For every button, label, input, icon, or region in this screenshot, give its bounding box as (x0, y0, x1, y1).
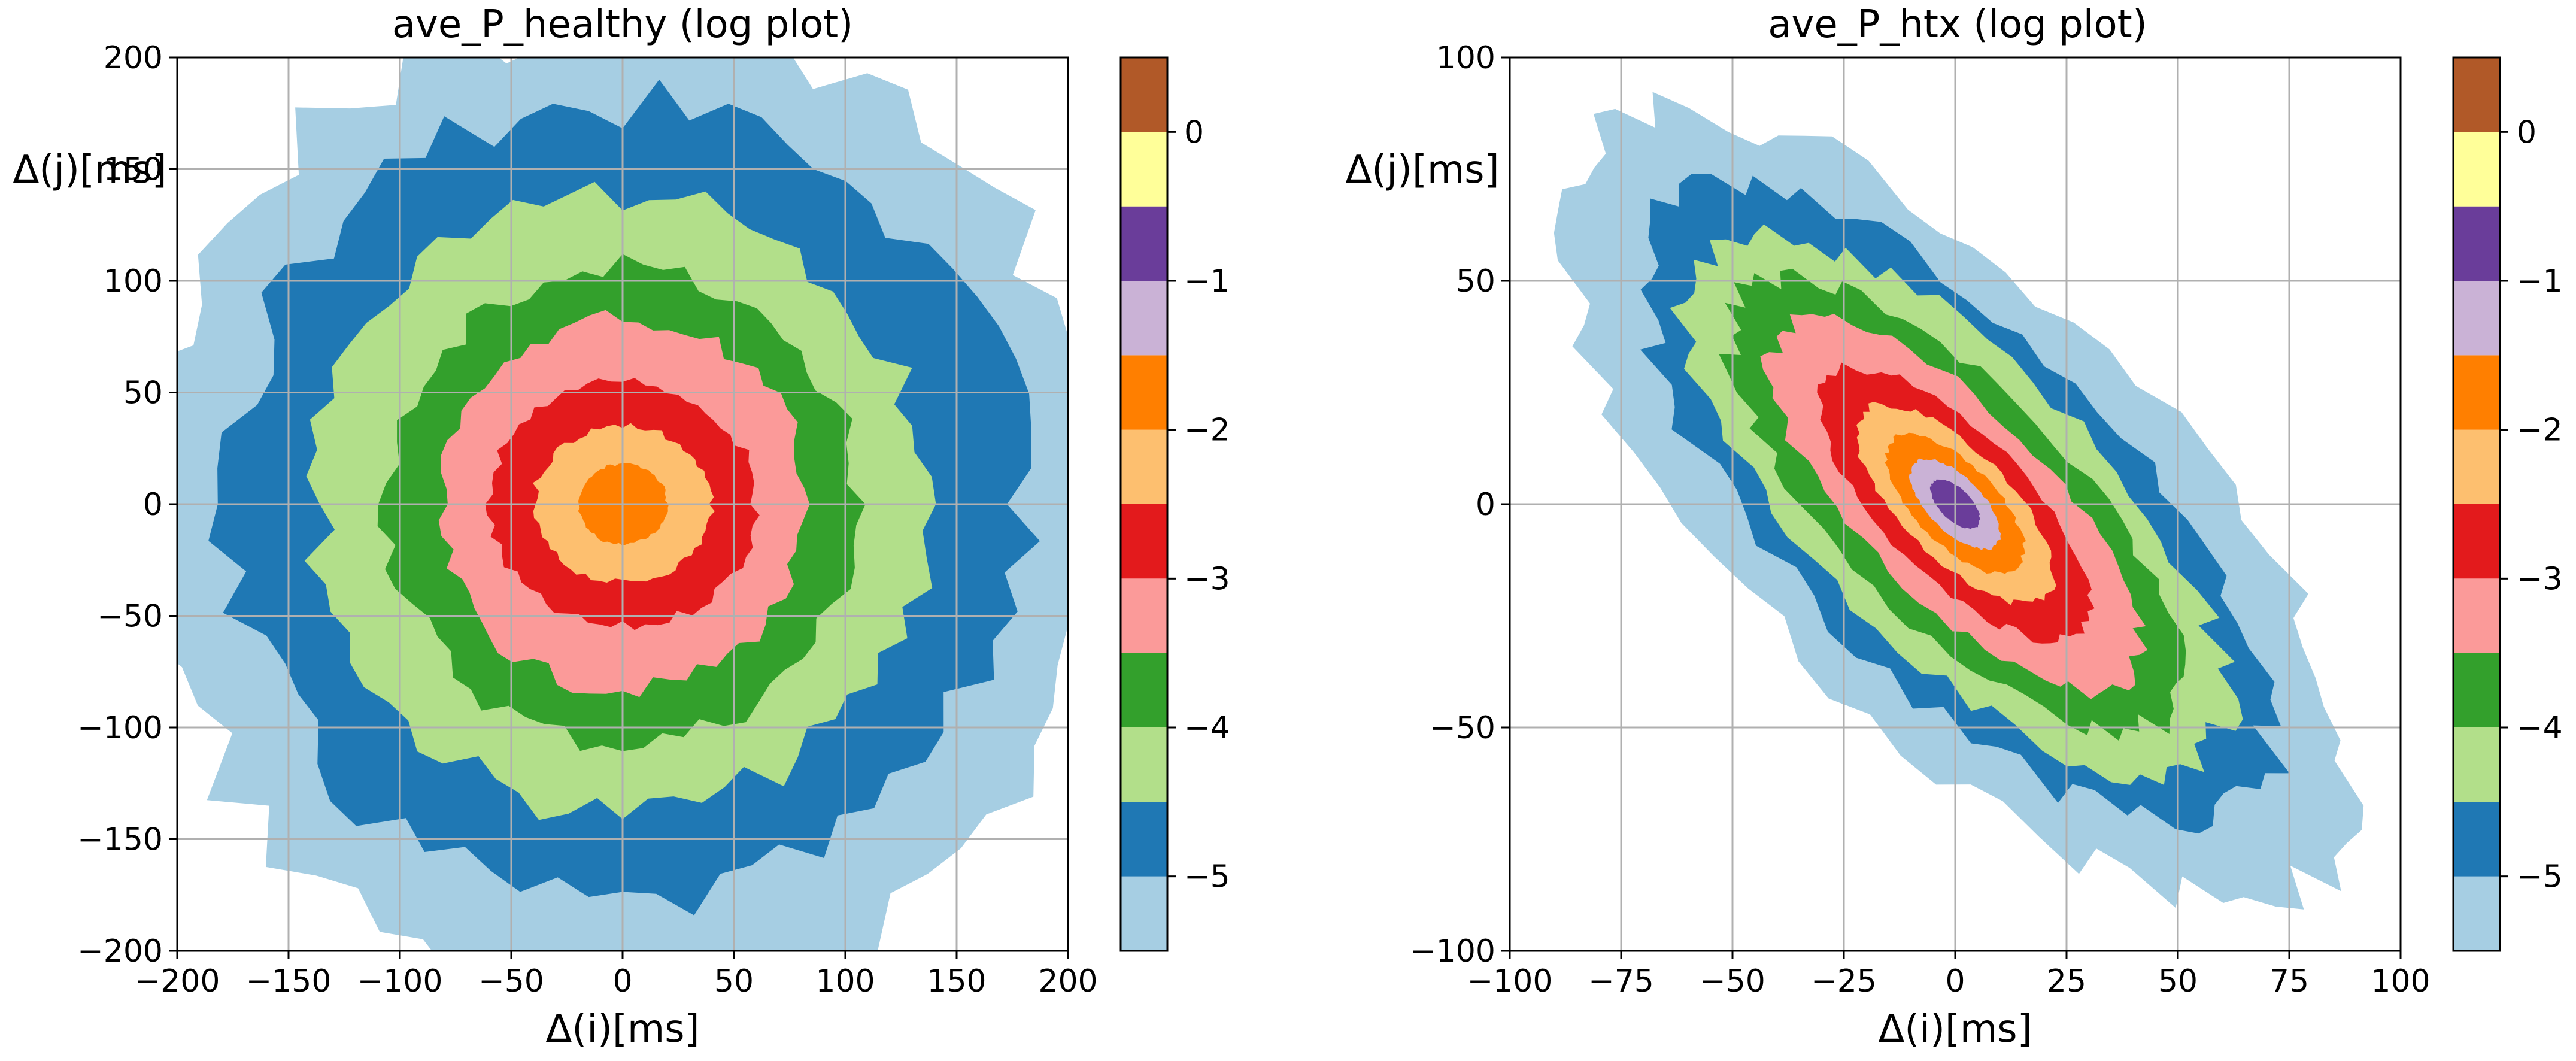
colorbar-segment (1121, 132, 1167, 207)
y-tick-label: −100 (77, 710, 163, 746)
colorbar-segment (1121, 429, 1167, 504)
colorbar-segment (1121, 802, 1167, 877)
x-tick-label: −50 (478, 963, 544, 999)
y-tick-label: −50 (1430, 710, 1495, 746)
x-tick-label: −75 (1588, 963, 1654, 999)
colorbar-frame (2452, 56, 2501, 952)
y-tick-label: 150 (104, 152, 163, 188)
colorbar-segment (1121, 727, 1167, 802)
colorbar-segment (1121, 281, 1167, 356)
colorbar-segment (2453, 802, 2500, 877)
x-tick-label: 150 (927, 963, 986, 999)
x-axis-label: Δ(i)[ms] (545, 1007, 699, 1051)
colorbar-tick-label: 0 (2517, 114, 2536, 150)
y-tick-label: 100 (1436, 40, 1495, 76)
colorbar-tick-label: −1 (1184, 263, 1230, 299)
x-axis-ticks: −200 −150 −100 −50 0 50 100 150 200 (135, 951, 1098, 999)
colorbar: 0 −1 −2 −3 −4 −5 (1119, 56, 1230, 952)
x-tick-label: 0 (612, 963, 632, 999)
colorbar-segment (1121, 355, 1167, 430)
x-tick-label: 25 (2047, 963, 2086, 999)
contour-fill-group (177, 57, 1068, 951)
colorbar-tick-label: −5 (2517, 859, 2563, 895)
colorbar-segment (2453, 876, 2500, 951)
colorbar-segment (1121, 206, 1167, 281)
colorbar-tick-label: −4 (2517, 710, 2563, 746)
x-tick-label: −25 (1811, 963, 1877, 999)
x-tick-label: −200 (135, 963, 220, 999)
panel-healthy: ave_P_healthy (log plot) −200 −150 −100 −50… (13, 2, 1230, 1051)
colorbar-segment (2453, 578, 2500, 653)
colorbar: 0 −1 −2 −3 −4 −5 (2452, 56, 2563, 952)
colorbar-segment (2453, 132, 2500, 207)
x-tick-label: 50 (714, 963, 754, 999)
y-axis-ticks: −200 −150 −100 −50 0 50 100 150 200 (77, 40, 177, 969)
y-tick-label: 50 (123, 375, 163, 411)
y-tick-label: 100 (104, 263, 163, 299)
colorbar-segment (2453, 281, 2500, 356)
colorbar-segment (2453, 504, 2500, 579)
y-tick-label: 200 (104, 40, 163, 76)
colorbar-segment (1121, 57, 1167, 132)
colorbar-segment (2453, 355, 2500, 430)
y-tick-label: −200 (77, 933, 163, 969)
colorbar-tick-label: −2 (1184, 413, 1230, 448)
colorbar-tick-label: −1 (2517, 263, 2563, 299)
y-axis-label: Δ(j)[ms] (13, 148, 166, 192)
y-axis-label: Δ(j)[ms] (1345, 148, 1499, 192)
colorbar-segment (2453, 653, 2500, 727)
y-tick-label: −50 (97, 599, 163, 635)
x-tick-label: 200 (1038, 963, 1097, 999)
colorbar-tick-label: −3 (2517, 561, 2563, 597)
colorbar-tick-label: −5 (1184, 859, 1230, 895)
colorbar-segment (2453, 57, 2500, 132)
x-tick-label: −50 (1700, 963, 1765, 999)
x-tick-label: 100 (815, 963, 875, 999)
x-tick-label: 75 (2269, 963, 2309, 999)
colorbar-frame (1119, 56, 1169, 952)
colorbar-tick-label: −2 (2517, 413, 2563, 448)
contour-fill-group (1554, 92, 2364, 910)
y-tick-label: −150 (77, 822, 163, 858)
y-tick-label: 0 (143, 487, 163, 523)
colorbar-tick-label: −4 (1184, 710, 1230, 746)
colorbar-segment (1121, 653, 1167, 727)
chart-title: ave_P_healthy (log plot) (392, 2, 853, 47)
colorbar-tick-label: 0 (1184, 114, 1204, 150)
x-axis-label: Δ(i)[ms] (1878, 1007, 2032, 1051)
colorbar-segment (1121, 504, 1167, 579)
chart-title: ave_P_htx (log plot) (1768, 2, 2147, 47)
y-tick-label: −100 (1410, 933, 1495, 969)
y-axis-ticks: −100 −50 0 50 100 (1410, 40, 1510, 969)
y-tick-label: 0 (1476, 487, 1495, 523)
y-tick-label: 50 (1456, 263, 1495, 299)
colorbar-tick-label: −3 (1184, 561, 1230, 597)
x-tick-label: 100 (2371, 963, 2430, 999)
x-tick-label: −150 (246, 963, 332, 999)
panel-htx: ave_P_htx (log plot) −100 −75 −50 −25 0 25 50 7… (1345, 2, 2562, 1051)
x-tick-label: 50 (2158, 963, 2198, 999)
x-tick-label: 0 (1945, 963, 1965, 999)
colorbar-segment (2453, 429, 2500, 504)
x-tick-label: −100 (357, 963, 443, 999)
colorbar-segment (2453, 206, 2500, 281)
colorbar-segment (1121, 578, 1167, 653)
colorbar-segment (2453, 727, 2500, 802)
x-tick-label: −100 (1467, 963, 1553, 999)
x-axis-ticks: −100 −75 −50 −25 0 25 50 75 100 (1467, 951, 2431, 999)
colorbar-segment (1121, 876, 1167, 951)
